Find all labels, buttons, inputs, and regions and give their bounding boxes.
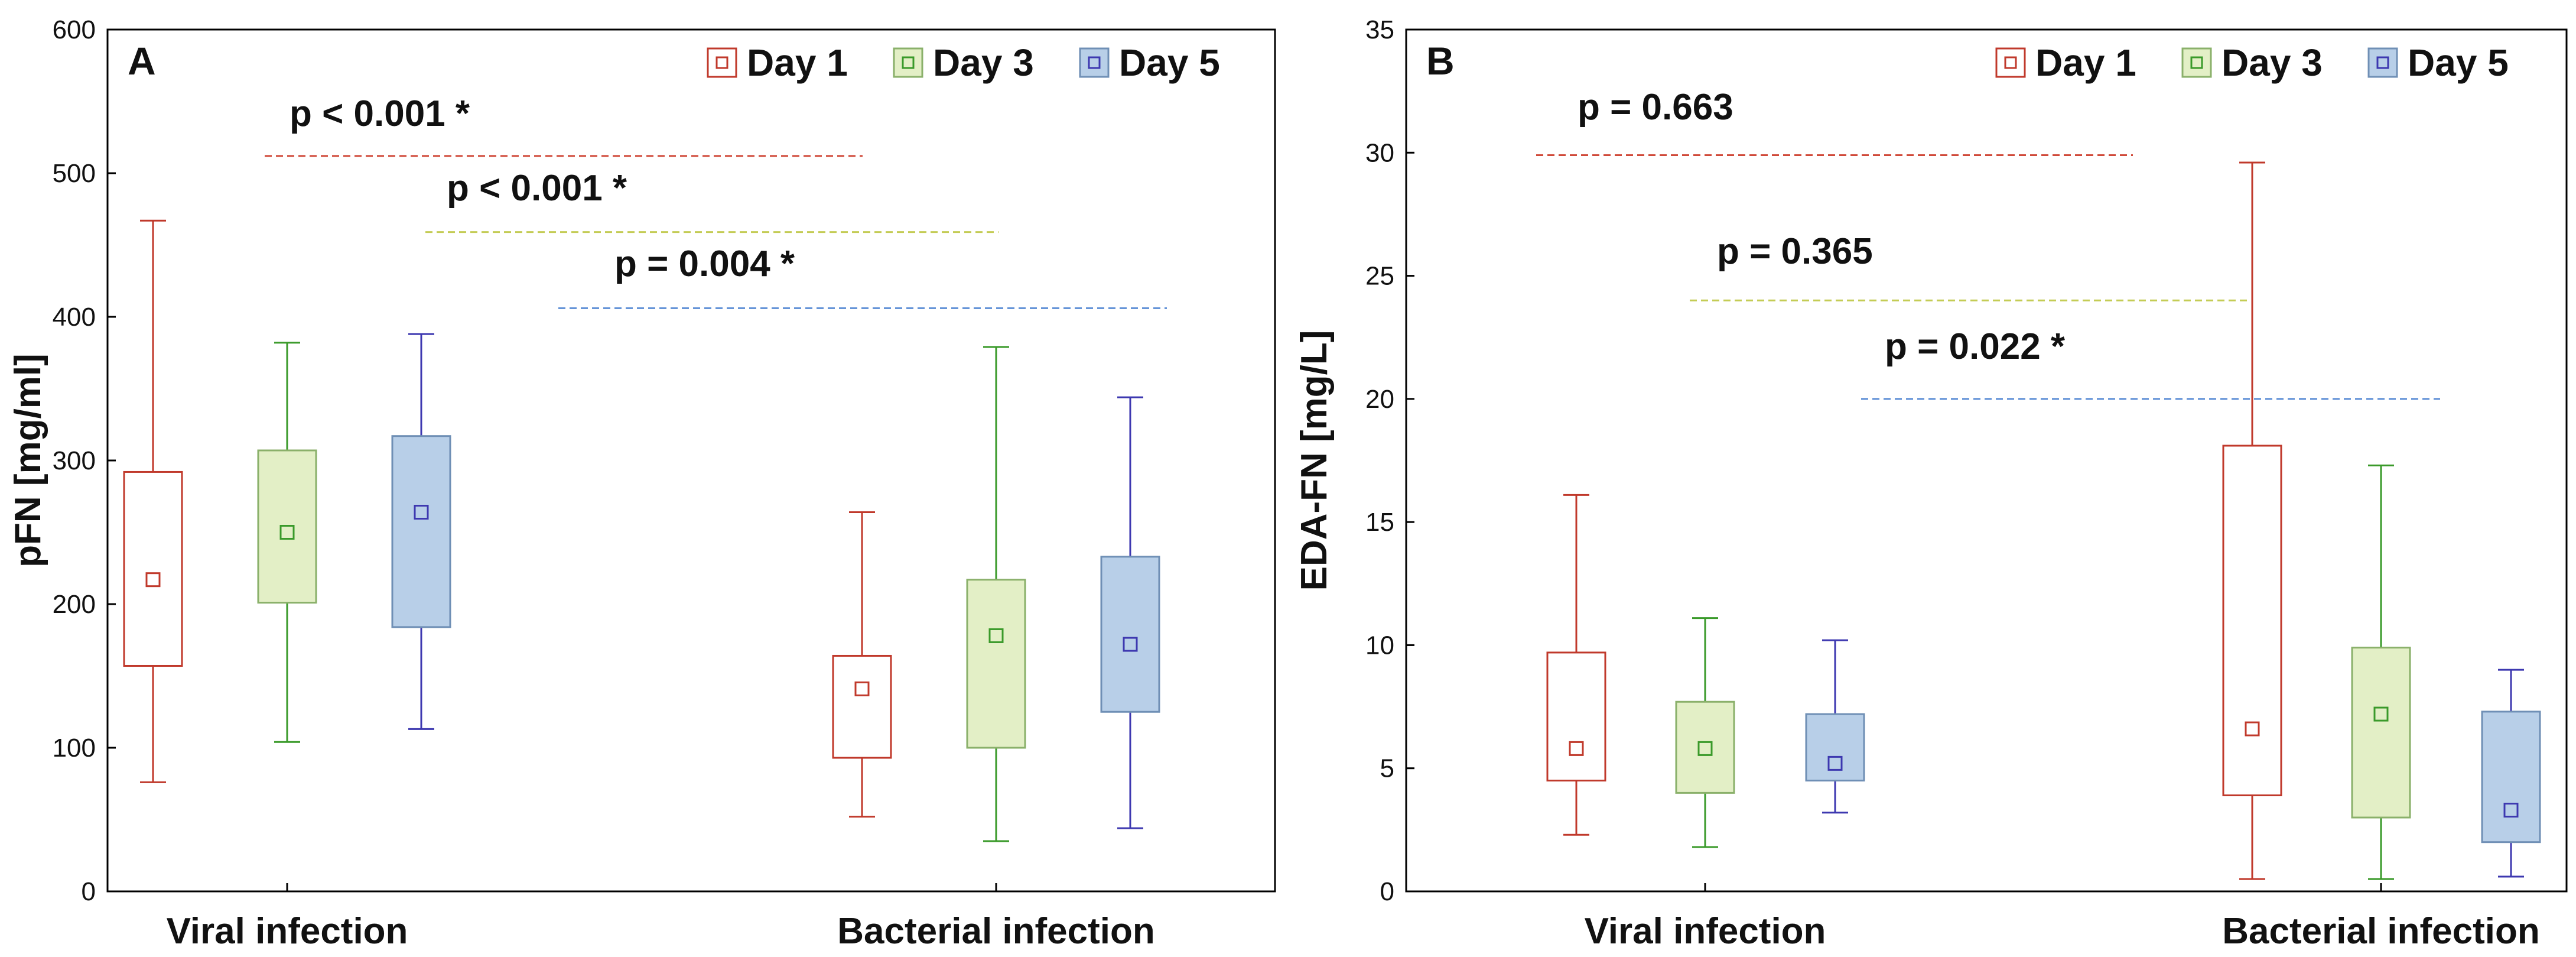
y-tick-label: 10 [1365,631,1394,660]
y-tick-label: 20 [1365,385,1394,414]
box-day-3 [1675,700,1735,794]
box-day-1 [1546,651,1606,782]
legend-swatch [2181,47,2212,78]
panel-label: A [128,39,156,83]
legend-marker [2004,56,2017,69]
category-label: Bacterial infection [2222,911,2539,952]
median-marker [2503,803,2519,818]
box-day-5 [2481,711,2541,844]
legend-marker [2190,56,2203,69]
panel-b: 0 5 10 15 20 25 30 35 Viral infection Bacterial i… [1294,15,2568,952]
legend-marker [902,56,915,69]
median-marker [988,628,1004,643]
category-label: Viral infection [167,911,408,952]
y-tick-label: 0 [1380,877,1394,906]
p-value-label: p = 0.365 [1717,231,1873,272]
y-tick-label: 200 [53,590,96,619]
y-tick-label: 30 [1365,138,1394,167]
legend-label: Day 3 [2222,41,2323,84]
y-tick-label: 500 [53,159,96,188]
legend-label: Day 3 [933,41,1034,84]
legend-swatch [1079,47,1110,78]
legend-label: Day 5 [2408,41,2509,84]
box-day-1 [832,654,892,759]
median-marker [2245,721,2260,737]
y-tick-label: 600 [53,15,96,44]
y-tick-label: 400 [53,303,96,332]
p-value-label: p < 0.001 * [290,93,470,134]
median-marker [854,681,870,696]
median-marker [279,525,295,540]
y-tick-label: 300 [53,446,96,475]
legend-swatch [893,47,923,78]
category-label: Bacterial infection [837,911,1154,952]
p-value-label: p = 0.663 [1578,87,1733,128]
legend-label: Day 1 [747,41,848,84]
legend-marker [2376,56,2389,69]
median-marker [145,572,161,588]
p-value-label: p = 0.004 * [614,244,795,284]
median-marker [1697,741,1713,756]
box-day-1 [123,471,183,667]
y-tick-label: 100 [53,734,96,763]
median-marker [1123,637,1138,652]
legend-swatch [2367,47,2398,78]
legend-swatch [1995,47,2026,78]
median-marker [2373,706,2389,722]
y-tick-label: 25 [1365,262,1394,291]
y-tick-label: 35 [1365,15,1394,44]
median-marker [1827,755,1843,771]
legend-marker [715,56,728,69]
y-axis-title: EDA-FN [mg/L] [1294,330,1335,591]
median-marker [414,504,429,520]
p-value-label: p = 0.022 * [1885,326,2066,367]
box-day-5 [1100,556,1160,713]
y-tick-label: 15 [1365,508,1394,537]
p-value-label: p < 0.001 * [447,168,627,209]
legend-label: Day 1 [2035,41,2136,84]
legend-swatch [707,47,737,78]
box-day-1 [2222,445,2282,797]
category-label: Viral infection [1585,911,1826,952]
y-tick-label: 5 [1380,754,1394,783]
panel-label: B [1426,39,1455,83]
legend-marker [1088,56,1101,69]
plot-frame [1405,28,2568,893]
y-tick-label: 0 [82,877,96,906]
box-day-3 [966,579,1026,749]
median-marker [1569,741,1584,756]
box-day-5 [391,435,451,628]
legend-label: Day 5 [1119,41,1220,84]
box-day-3 [2351,647,2411,819]
panel-a: 0 100 200 300 400 500 600 Viral infection Bacter… [8,15,1276,952]
y-axis-title: pFN [mg/ml] [8,353,48,567]
